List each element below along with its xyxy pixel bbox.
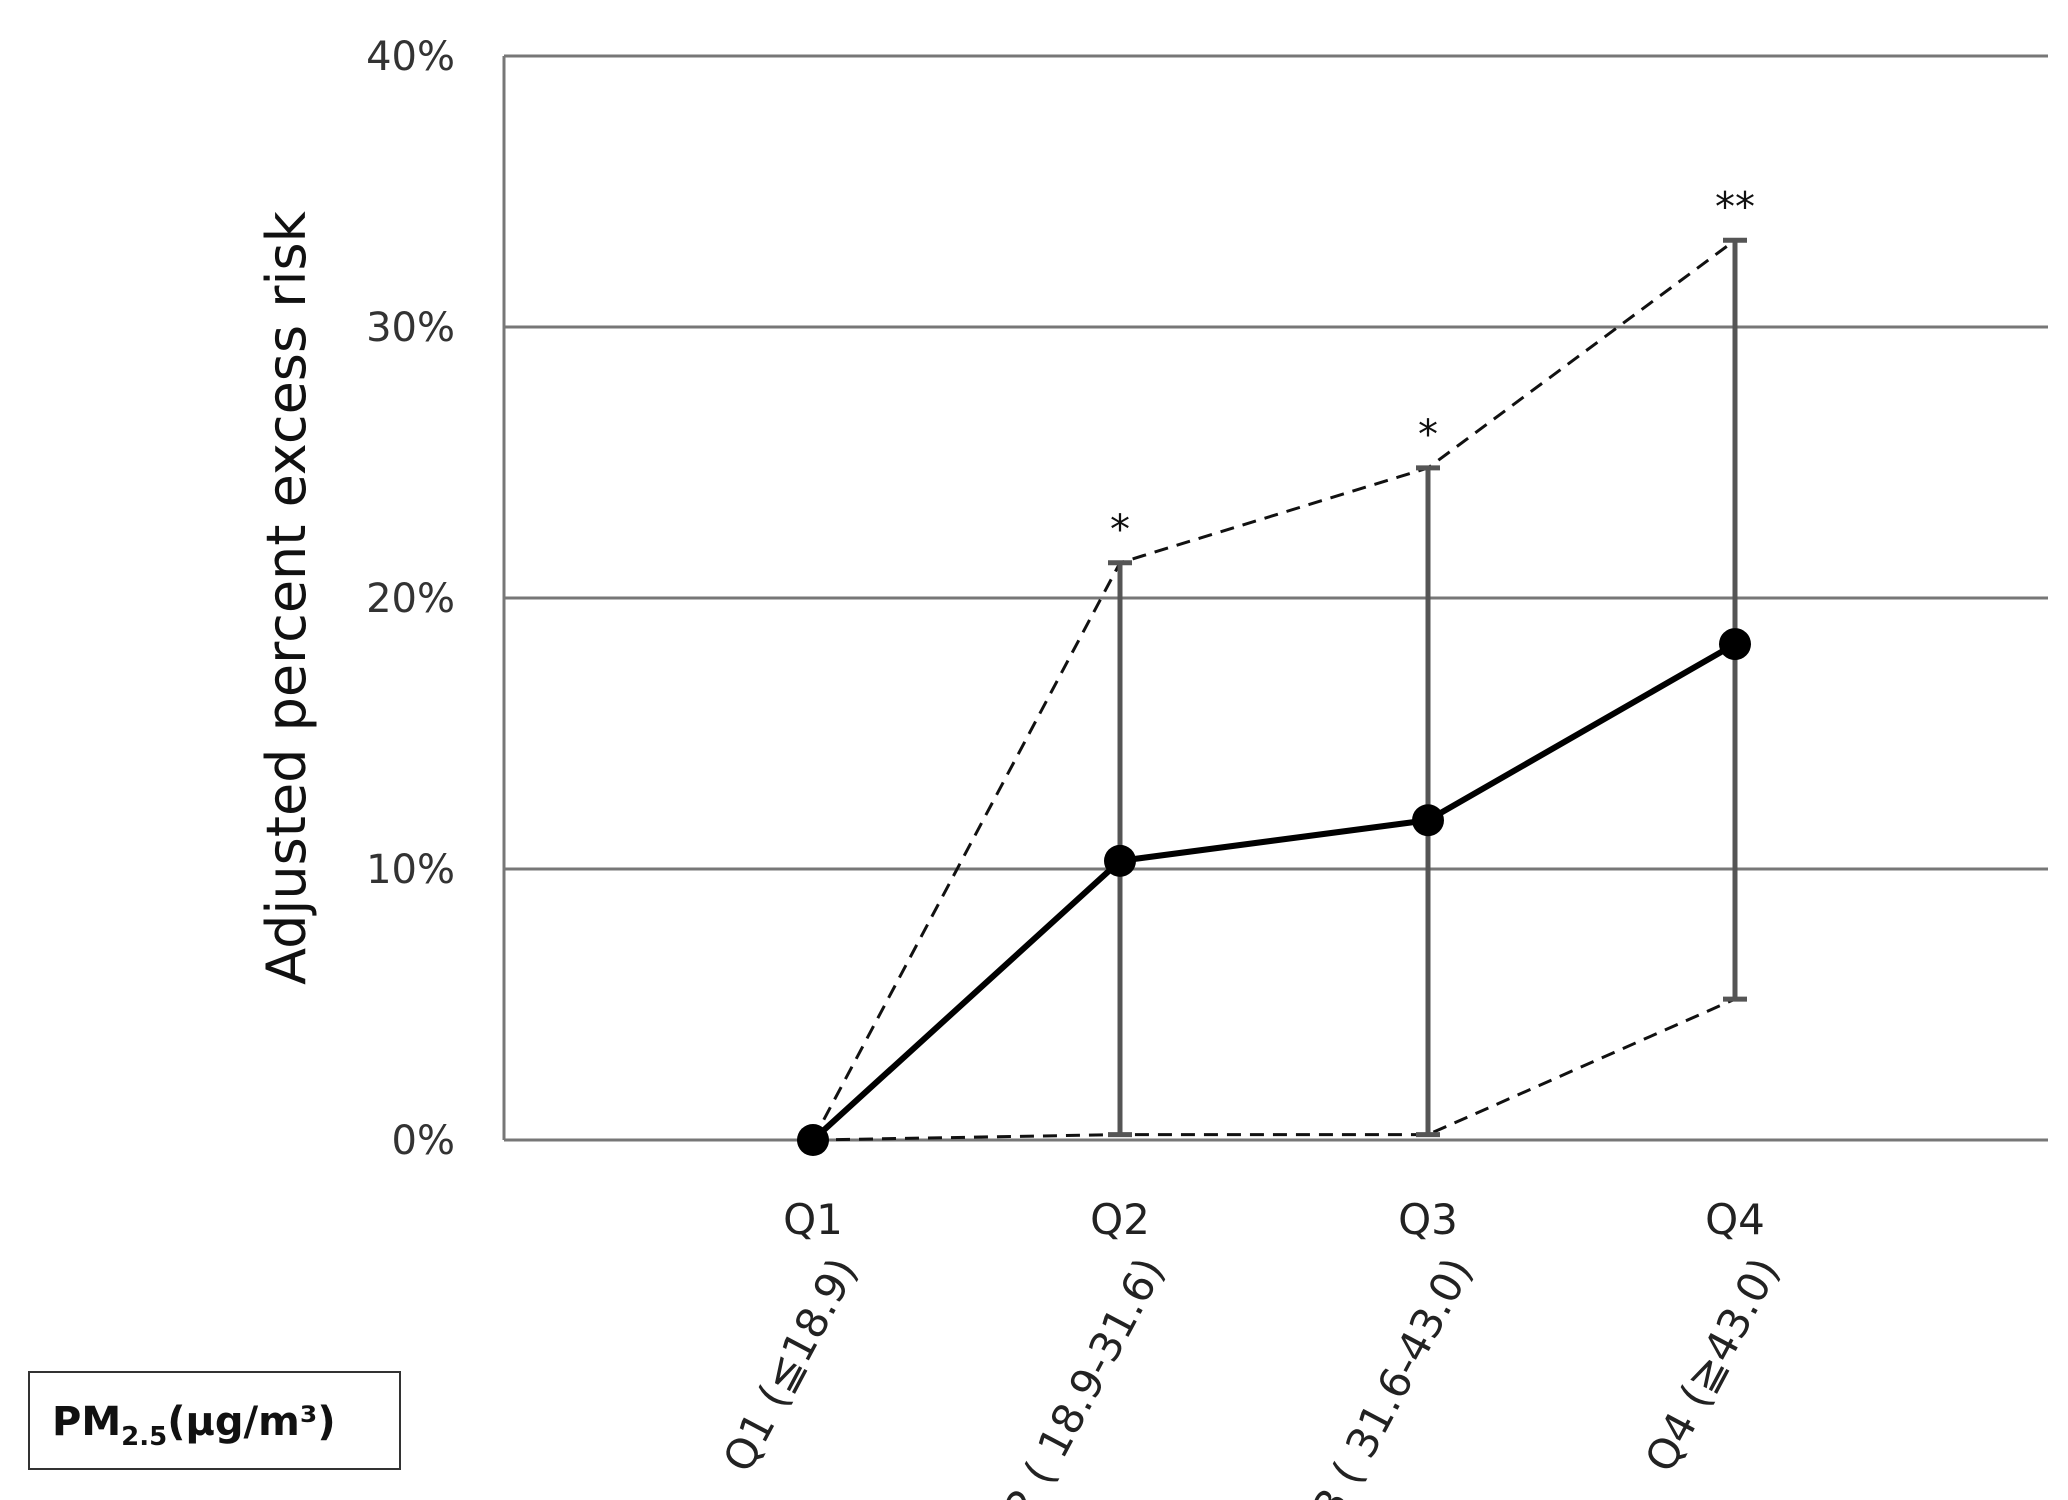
x-range-label: Q1 (≦18.9) [713, 1250, 866, 1480]
y-tick-label: 40% [366, 34, 455, 80]
significance-mark: ** [1715, 184, 1755, 230]
ci-upper-line [811, 239, 1736, 1141]
y-axis-label: Adjusted percent excess risk [255, 210, 318, 984]
y-tick-label: 20% [366, 576, 455, 622]
ci-envelope [811, 239, 1736, 1142]
data-point [1719, 628, 1751, 661]
x-range-label: Q2 ( 18.9-31.6) [980, 1250, 1174, 1500]
x-category-label: Q1 [783, 1195, 843, 1244]
ci-lower-line [812, 997, 1736, 1142]
x-category-label: Q4 [1705, 1195, 1765, 1244]
significance-marks: **** [1110, 184, 1755, 552]
unit-sub: 2.5 [121, 1422, 167, 1452]
unit-box: PM2.5(μg/m³) [28, 1371, 401, 1470]
y-tick-label: 0% [392, 1118, 455, 1164]
unit-rest: (μg/m³) [167, 1399, 335, 1445]
data-point [797, 1124, 829, 1156]
gridlines [504, 54, 2048, 1142]
y-tick-label: 30% [366, 305, 455, 351]
y-tick-labels: 0% 10% 20% 30% 40% [366, 34, 455, 1164]
x-tick-labels: Q1 Q2 Q3 Q4 [783, 1195, 1765, 1244]
significance-mark: * [1418, 412, 1438, 458]
x-category-label: Q3 [1398, 1195, 1458, 1244]
x-range-label: Q3 ( 31.6-43.0) [1288, 1250, 1482, 1500]
data-point [1104, 844, 1136, 877]
y-tick-label: 10% [366, 847, 455, 893]
series-path [810, 641, 1737, 1143]
series-line [797, 628, 1751, 1156]
x-range-label: Q4 (≧43.0) [1635, 1250, 1788, 1480]
x-range-labels: Q1 (≦18.9) Q2 ( 18.9-31.6) Q3 ( 31.6-43.0)… [713, 1250, 1788, 1500]
significance-mark: * [1110, 507, 1130, 553]
unit-main: PM [52, 1399, 121, 1445]
error-bars [1108, 237, 1747, 1138]
svg-text:PM2.5(μg/m³): PM2.5(μg/m³) [52, 1399, 336, 1452]
x-category-label: Q2 [1090, 1195, 1150, 1244]
data-point [1412, 804, 1444, 837]
